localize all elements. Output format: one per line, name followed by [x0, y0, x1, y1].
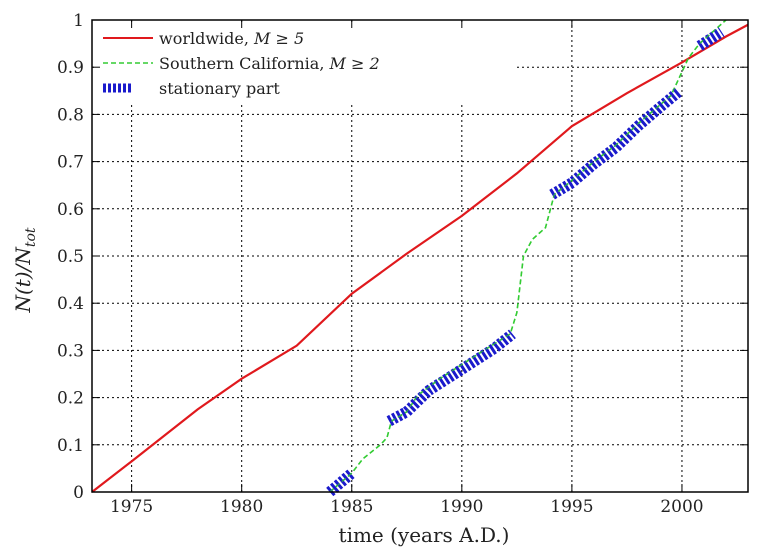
legend-label-2: stationary part	[159, 79, 280, 98]
y-axis-label: N(t)/Ntot	[11, 227, 39, 313]
series-stationary-segment-2	[549, 86, 684, 200]
legend-label-text-1: Southern California,	[159, 54, 330, 73]
x-tick-label-4: 1995	[550, 497, 593, 517]
series-stationary-segment-1	[386, 329, 516, 427]
legend-label-text-2: stationary part	[159, 79, 280, 98]
legend-background	[95, 22, 517, 102]
x-tick-label-3: 1990	[440, 497, 483, 517]
y-tick-label-8: 0.8	[57, 105, 84, 125]
x-tick-label-5: 2000	[660, 497, 703, 517]
y-tick-label-6: 0.6	[57, 200, 84, 220]
y-tick-label-4: 0.4	[57, 294, 84, 314]
y-axis-label-sub: tot	[23, 227, 39, 247]
x-tick-label-1: 1980	[220, 497, 263, 517]
y-tick-label-9: 0.9	[57, 58, 84, 78]
legend-label-0: worldwide, M ≥ 5	[159, 29, 304, 48]
y-tick-label-5: 0.5	[57, 247, 84, 267]
x-tick-label-0: 1975	[110, 497, 153, 517]
plot-area: 1975 1980 1985 1990 1995 2000 0 0.1 0.2 0.3 0.4 0.5…	[57, 11, 749, 517]
y-tick-label-0: 0	[73, 483, 84, 503]
series-line-0	[91, 23, 749, 493]
legend-label-1: Southern California, M ≥ 2	[159, 54, 380, 73]
series-line-southern-california-overlay	[329, 19, 727, 493]
svg-text:N(t)/Ntot: N(t)/Ntot	[11, 227, 39, 313]
y-tick-label-2: 0.2	[57, 389, 84, 409]
y-axis-label-main: N(t)/N	[11, 246, 35, 314]
y-tick-label-7: 0.7	[57, 153, 84, 173]
y-tick-label-10: 1	[73, 11, 84, 31]
legend-label-math-0: M ≥ 5	[253, 29, 304, 48]
x-axis-label: time (years A.D.)	[339, 523, 510, 547]
series-stationary-segment-3	[696, 27, 725, 51]
y-tick-label-3: 0.3	[57, 341, 84, 361]
y-tick-label-1: 0.1	[57, 436, 84, 456]
x-tick-label-2: 1985	[330, 497, 373, 517]
legend-label-text-0: worldwide,	[159, 29, 254, 48]
legend-label-math-1: M ≥ 2	[329, 54, 380, 73]
